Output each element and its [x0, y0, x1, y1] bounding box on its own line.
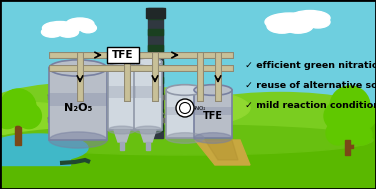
Polygon shape [140, 130, 156, 142]
Text: ✓ reuse of alternative solvent: ✓ reuse of alternative solvent [245, 81, 376, 90]
Circle shape [176, 99, 194, 117]
Ellipse shape [0, 145, 50, 165]
Circle shape [0, 89, 36, 125]
Bar [48, 95, 225, 98]
Ellipse shape [134, 126, 162, 134]
Ellipse shape [306, 16, 330, 28]
Bar [194, 107, 232, 115]
Bar [222, 95, 225, 122]
Ellipse shape [265, 13, 315, 31]
Bar [0, 140, 376, 189]
Ellipse shape [166, 85, 204, 95]
Bar [49, 93, 107, 106]
Bar [148, 125, 163, 131]
Ellipse shape [180, 92, 376, 138]
FancyBboxPatch shape [107, 47, 139, 63]
Bar [108, 95, 111, 122]
Bar [120, 142, 124, 150]
Circle shape [326, 121, 350, 145]
Polygon shape [114, 130, 130, 142]
Bar [195, 95, 198, 122]
Circle shape [352, 125, 372, 145]
Bar [347, 126, 353, 148]
Ellipse shape [108, 126, 136, 134]
Ellipse shape [194, 133, 232, 143]
Bar [345, 140, 350, 155]
Bar [78, 95, 81, 122]
Ellipse shape [267, 19, 297, 33]
Polygon shape [195, 140, 250, 165]
Bar [148, 109, 163, 115]
Ellipse shape [166, 133, 204, 143]
Bar [166, 90, 204, 138]
Ellipse shape [0, 102, 80, 138]
Bar [48, 118, 225, 122]
Bar [0, 115, 376, 189]
Ellipse shape [66, 18, 94, 30]
Bar [108, 86, 136, 98]
Bar [148, 45, 163, 51]
Bar [134, 86, 162, 98]
Ellipse shape [290, 11, 330, 26]
Bar [148, 8, 163, 138]
Text: N₂O₅: N₂O₅ [64, 103, 92, 113]
Circle shape [0, 103, 20, 129]
Circle shape [330, 86, 370, 126]
Text: TFE: TFE [203, 111, 223, 121]
Circle shape [348, 102, 376, 130]
Bar [194, 90, 232, 138]
Circle shape [324, 102, 352, 130]
Ellipse shape [41, 27, 62, 37]
Circle shape [338, 116, 366, 144]
Ellipse shape [194, 85, 232, 95]
Ellipse shape [64, 23, 80, 33]
Bar [166, 107, 204, 115]
Bar [148, 93, 163, 99]
Bar [146, 142, 150, 150]
Text: -NO₂: -NO₂ [194, 105, 206, 111]
Ellipse shape [290, 16, 314, 28]
Ellipse shape [0, 134, 88, 162]
Bar [50, 95, 53, 122]
Bar [148, 61, 163, 67]
Ellipse shape [0, 83, 200, 138]
Ellipse shape [42, 22, 77, 35]
Bar [170, 95, 173, 122]
Text: ✓ mild reaction conditions: ✓ mild reaction conditions [245, 101, 376, 109]
Ellipse shape [80, 23, 96, 33]
Bar [146, 8, 165, 18]
Bar [49, 68, 107, 140]
Bar [134, 62, 162, 130]
Bar [148, 77, 163, 83]
Ellipse shape [283, 19, 313, 33]
Text: TFE: TFE [112, 50, 134, 60]
Ellipse shape [49, 60, 107, 76]
Circle shape [16, 103, 41, 129]
Bar [108, 62, 136, 130]
Ellipse shape [0, 125, 373, 155]
Bar [15, 125, 21, 145]
Bar [0, 140, 70, 165]
Polygon shape [205, 140, 238, 160]
Bar [140, 95, 143, 122]
Ellipse shape [90, 88, 250, 128]
Bar [148, 13, 163, 19]
Ellipse shape [134, 58, 162, 66]
Ellipse shape [49, 132, 107, 148]
Bar [148, 29, 163, 35]
Ellipse shape [58, 27, 79, 37]
Ellipse shape [108, 58, 136, 66]
Text: ✓ efficient green nitration: ✓ efficient green nitration [245, 60, 376, 70]
